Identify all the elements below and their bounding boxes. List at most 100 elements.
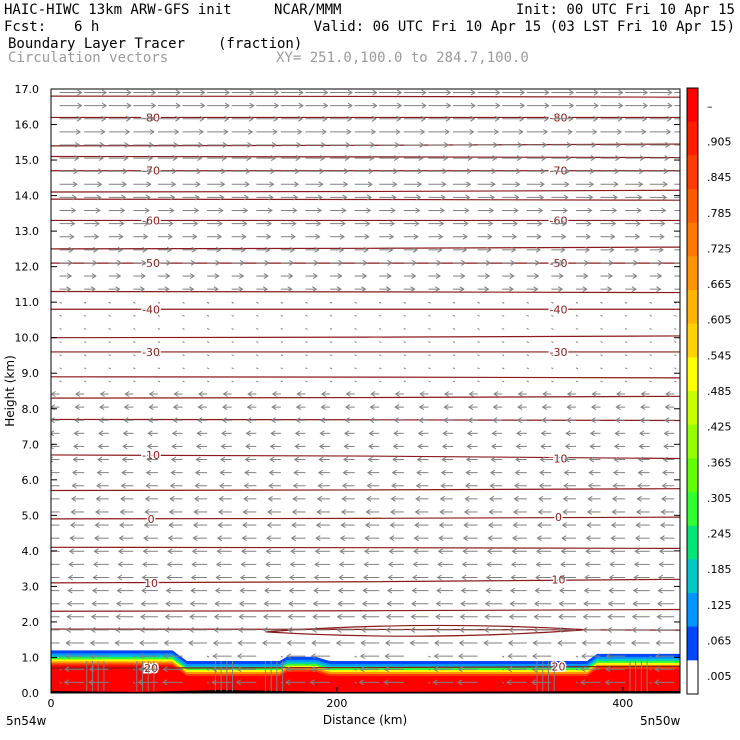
wind-vector xyxy=(59,181,78,188)
wind-vector xyxy=(311,626,331,633)
wind-vector xyxy=(316,509,331,515)
wind-vector xyxy=(674,236,680,238)
wind-vector xyxy=(551,380,554,383)
wind-vector xyxy=(207,286,219,293)
wind-vector xyxy=(90,613,109,620)
colorbar-label: .305 xyxy=(707,492,732,505)
y-tick-label: 14.0 xyxy=(15,190,40,203)
wind-vector xyxy=(551,102,575,109)
wind-vector xyxy=(305,220,322,227)
wind-vector xyxy=(413,535,429,542)
wind-vector xyxy=(143,522,158,528)
wind-vector xyxy=(213,613,232,620)
wind-vector xyxy=(182,128,205,135)
wind-vector xyxy=(182,155,203,162)
wind-vector xyxy=(280,273,294,279)
wind-vector xyxy=(656,613,675,620)
wind-vector xyxy=(379,341,382,344)
wind-vector xyxy=(624,301,628,304)
wind-vector xyxy=(171,443,183,450)
wind-vector xyxy=(139,626,158,633)
wind-vector xyxy=(630,640,650,646)
wind-vector xyxy=(133,380,136,383)
wind-vector xyxy=(133,181,152,188)
y-tick-label: 8.0 xyxy=(22,403,40,416)
wind-vector xyxy=(83,354,87,357)
wind-vector xyxy=(484,613,503,620)
wind-vector xyxy=(207,155,227,162)
wind-vector xyxy=(265,561,281,568)
wind-vector xyxy=(97,456,109,463)
wind-vector xyxy=(379,168,399,175)
wind-vector xyxy=(330,273,343,279)
wind-vector xyxy=(280,380,284,383)
wind-vector xyxy=(354,681,357,684)
wind-vector xyxy=(534,587,552,594)
wind-vector xyxy=(359,666,380,673)
wind-vector xyxy=(214,587,232,594)
wind-vector xyxy=(457,666,478,673)
wind-vector xyxy=(182,89,206,96)
colorbar-swatch xyxy=(687,357,698,392)
wind-vector xyxy=(189,600,208,607)
wind-vector xyxy=(512,535,527,542)
wind-vector xyxy=(551,233,567,240)
wind-vector xyxy=(501,380,505,383)
wind-vector xyxy=(256,194,274,201)
wind-vector xyxy=(59,354,62,357)
wind-vector xyxy=(379,367,382,370)
wind-vector xyxy=(674,183,680,185)
wind-vector xyxy=(133,233,149,240)
wind-vector xyxy=(231,246,246,253)
wind-vector xyxy=(403,102,427,109)
wind-vector xyxy=(657,574,675,581)
wind-vector xyxy=(91,587,109,594)
wind-vector xyxy=(319,417,331,424)
wind-vector xyxy=(436,574,453,581)
wind-vector xyxy=(114,626,134,633)
wind-vector xyxy=(84,207,101,214)
wind-vector xyxy=(492,417,503,424)
wind-vector xyxy=(433,666,453,673)
colorbar-swatch xyxy=(687,391,698,426)
wind-vector xyxy=(649,273,663,279)
wind-vector xyxy=(575,260,590,266)
wind-vector xyxy=(366,482,380,489)
wind-vector xyxy=(477,260,491,266)
wind-vector xyxy=(256,207,273,214)
wind-vector xyxy=(600,89,624,96)
colorbar-swatch xyxy=(687,424,698,459)
wind-vector xyxy=(379,102,403,109)
wind-vector xyxy=(182,367,185,370)
wind-vector xyxy=(84,155,105,162)
wind-vector xyxy=(157,233,173,240)
colorbar-label: .605 xyxy=(707,314,732,327)
wind-vector xyxy=(75,391,85,397)
y-tick-label: 12.0 xyxy=(15,261,40,274)
wind-vector xyxy=(649,220,666,227)
wind-vector xyxy=(379,207,396,214)
wind-vector xyxy=(379,273,392,279)
wind-vector xyxy=(441,456,453,463)
wind-vector xyxy=(566,404,576,411)
wind-vector xyxy=(403,367,407,370)
wind-vector xyxy=(68,561,85,568)
wind-vector xyxy=(575,246,591,253)
y-tick-label: 11.0 xyxy=(15,296,40,309)
wind-vector xyxy=(157,301,161,304)
wind-vector xyxy=(89,640,109,646)
wind-vector xyxy=(624,328,628,330)
wind-vector xyxy=(206,301,210,304)
wind-vector xyxy=(540,443,552,450)
wind-vector xyxy=(231,89,255,96)
wind-vector xyxy=(268,469,281,476)
wind-vector xyxy=(246,404,257,411)
wind-vector xyxy=(231,155,252,162)
wind-vector xyxy=(330,233,346,240)
wind-vector xyxy=(502,181,521,188)
colorbar-label: .365 xyxy=(707,456,732,469)
wind-vector xyxy=(354,89,378,96)
wind-vector xyxy=(84,89,108,96)
wind-vector xyxy=(502,89,526,96)
wind-vector xyxy=(144,495,158,502)
